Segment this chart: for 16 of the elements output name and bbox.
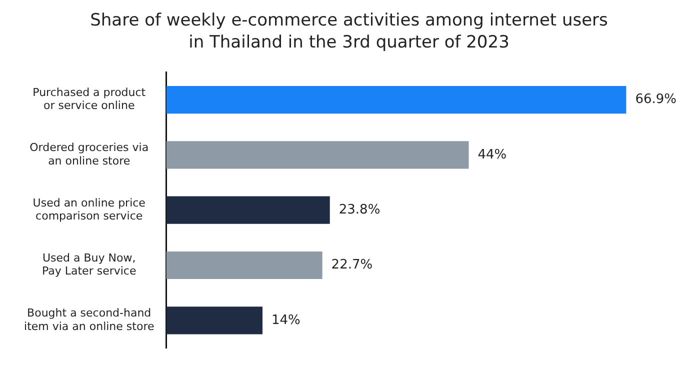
- bar: [166, 86, 626, 114]
- bar: [166, 251, 322, 280]
- bar: [166, 141, 469, 169]
- bar: [166, 196, 330, 224]
- y-tick-label: Bought a second-hand item via an online store: [24, 306, 154, 333]
- chart-title: Share of weekly e-commerce activities among internet users in Thailand in the 3rd quarter of 2023: [90, 10, 608, 53]
- data-label: 44%: [478, 147, 507, 162]
- y-tick-label: Ordered groceries via an online store: [30, 141, 149, 168]
- bar: [166, 306, 262, 334]
- data-label: 66.9%: [635, 92, 677, 108]
- y-tick-label: Used a Buy Now, Pay Later service: [42, 252, 136, 278]
- y-tick-label: Purchased a product or service online: [32, 86, 146, 112]
- data-label: 22.7%: [331, 258, 373, 273]
- data-label: 14%: [271, 312, 300, 328]
- data-label: 23.8%: [338, 202, 380, 218]
- y-tick-label: Used an online price comparison service: [32, 196, 146, 223]
